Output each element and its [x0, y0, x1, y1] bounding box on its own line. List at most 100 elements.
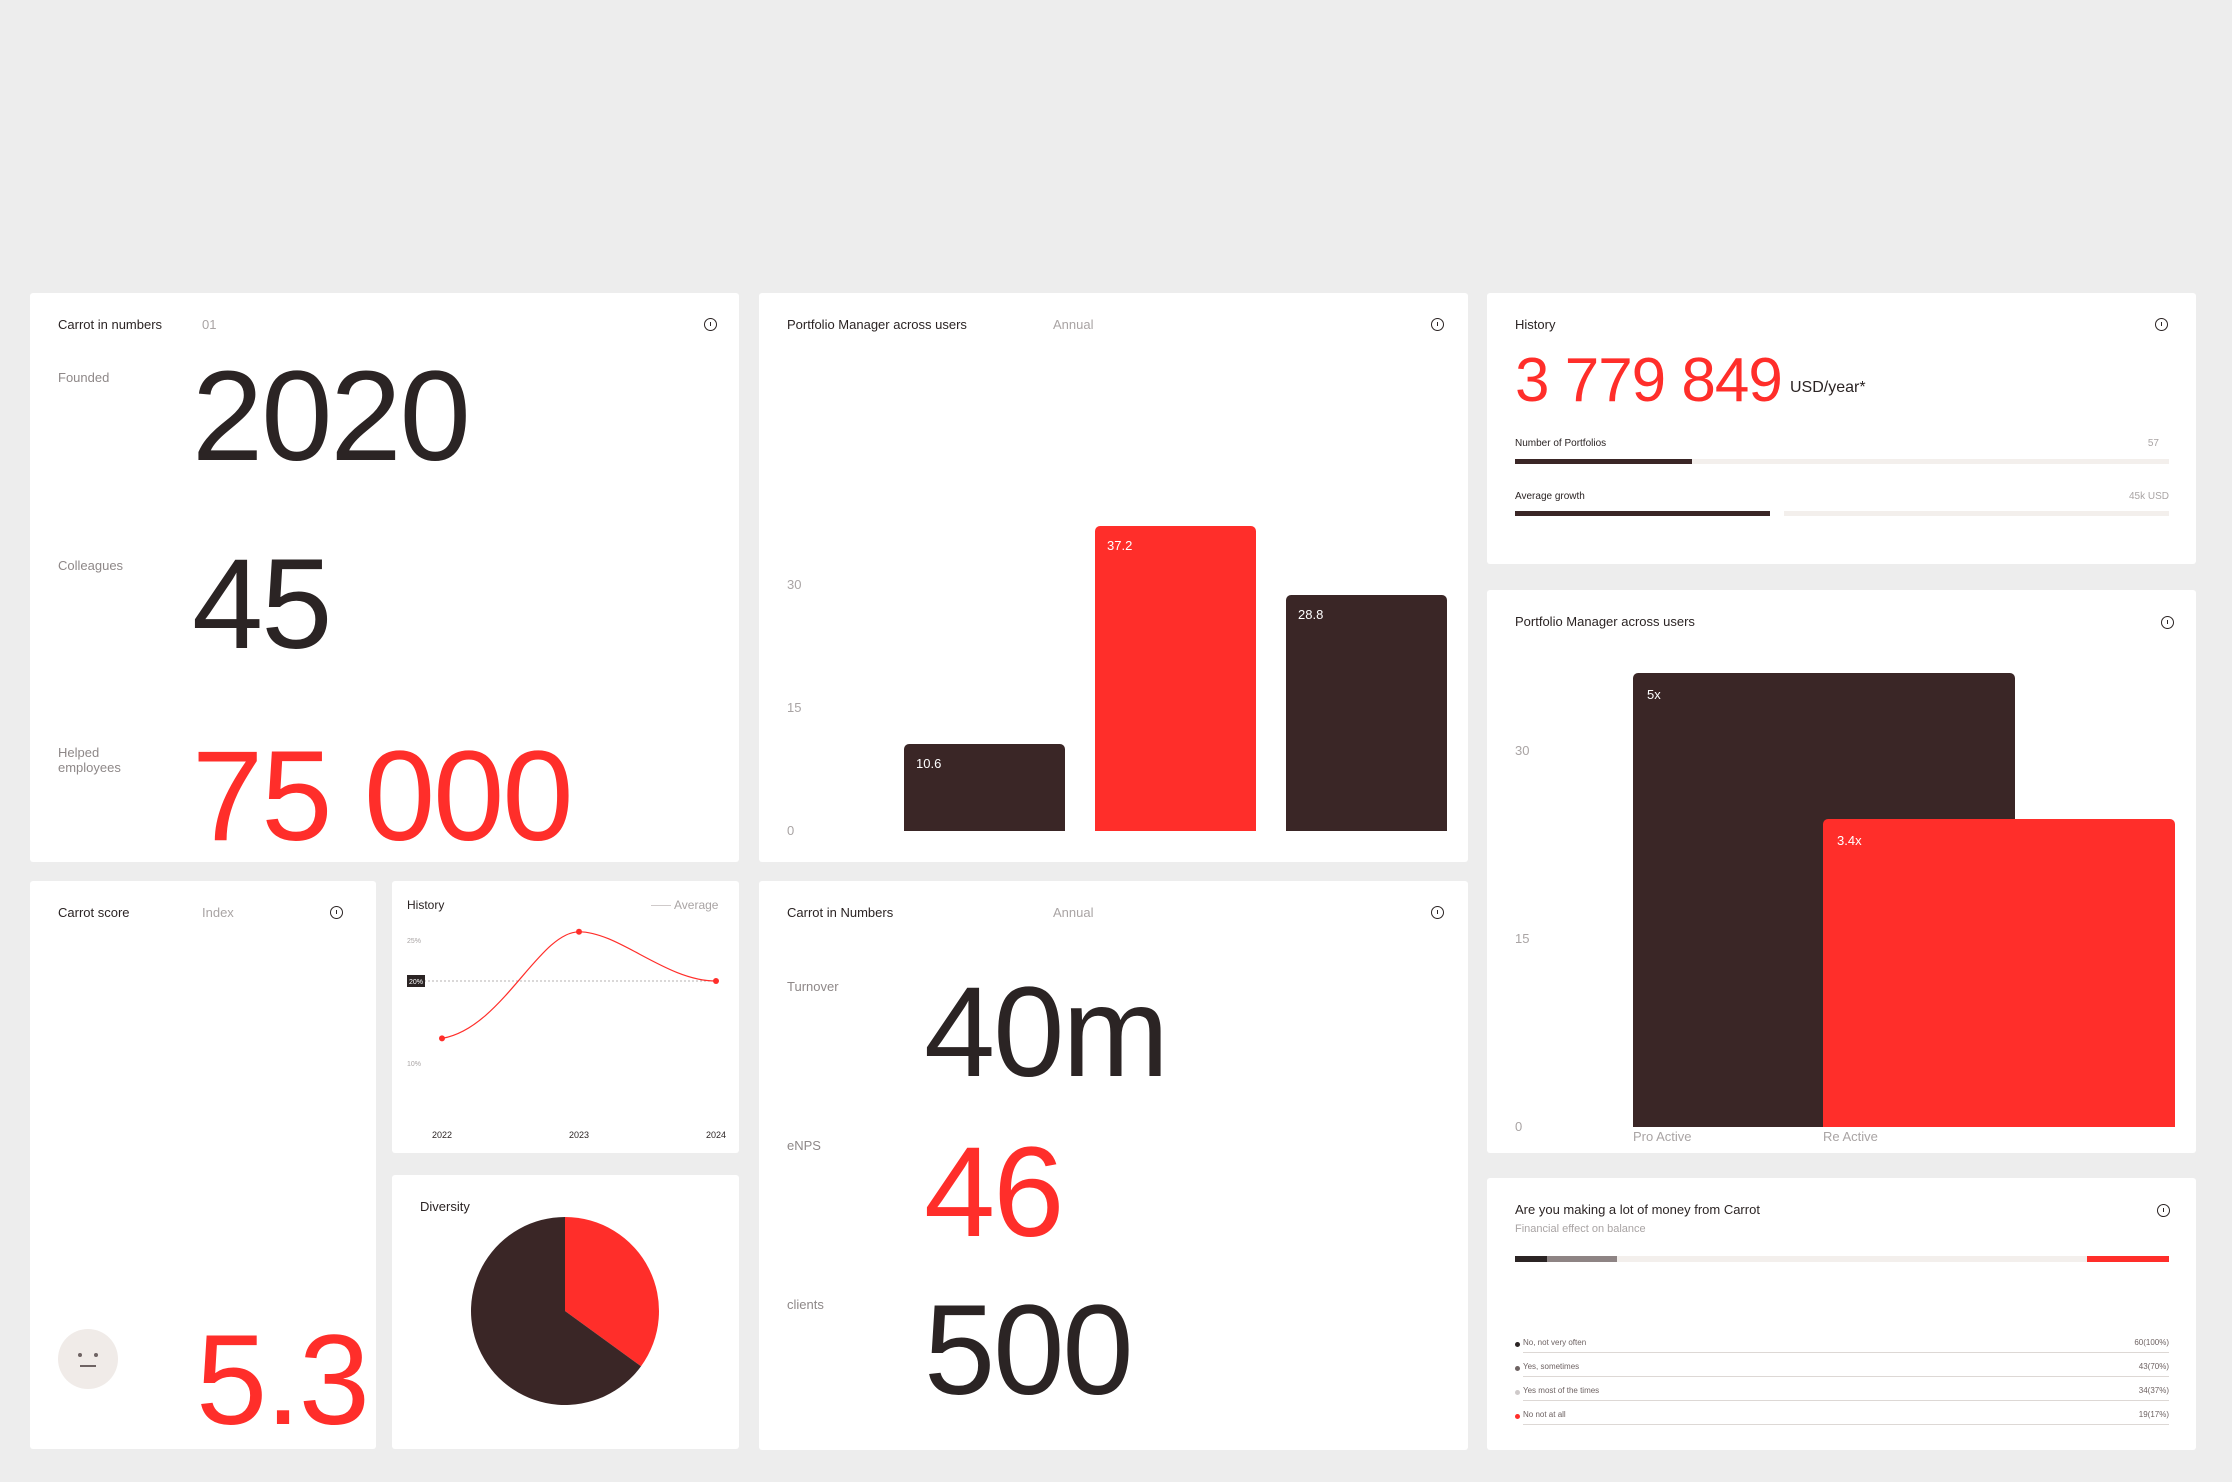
row-divider — [1523, 1376, 2169, 1377]
x-tick-label: Pro Active — [1633, 1129, 1692, 1144]
card-title: Carrot in numbers — [58, 317, 163, 332]
helped-value: 75 000 — [192, 725, 573, 868]
y-tick-label: 10% — [407, 1061, 421, 1068]
survey-row-value: 19(17%) — [2138, 1410, 2169, 1419]
card-title: Diversity — [420, 1199, 470, 1214]
card-subtitle: Financial effect on balance — [1515, 1223, 1646, 1235]
portfolio-manager-active-card: Portfolio Manager across users 30 15 0 5x P… — [1487, 590, 2196, 1153]
survey-row-value: 34(37%) — [2138, 1386, 2169, 1395]
legend-dot — [1515, 1414, 1520, 1419]
clients-label: clients — [787, 1297, 824, 1312]
history-line-chart: 25% 10% 20% 2022 2023 2024 — [407, 928, 726, 1140]
legend-line — [651, 905, 671, 906]
y-tick-label: 25% — [407, 938, 421, 945]
diversity-card: Diversity — [392, 1175, 739, 1449]
y-tick-label: 15 — [1515, 931, 1530, 946]
card-title: Portfolio Manager across users — [787, 317, 967, 332]
turnover-label: Turnover — [787, 979, 839, 994]
card-title: Carrot score — [58, 905, 130, 920]
survey-row-label: Yes most of the times — [1523, 1386, 1600, 1395]
carrot-numbers-card: Carrot in numbers 01 Founded 2020 Collea… — [30, 293, 739, 862]
colleagues-value: 45 — [192, 533, 332, 676]
card-index: 01 — [202, 317, 217, 332]
average-label: 20% — [409, 979, 423, 986]
portfolios-label: Number of Portfolios — [1515, 438, 1607, 449]
y-tick-label: 30 — [787, 577, 802, 593]
card-title: History — [407, 898, 445, 912]
history-summary-card: History 3 779 849 USD/year* Number of Po… — [1487, 293, 2196, 564]
bar-value-label: 10.6 — [916, 756, 942, 772]
x-tick-label: 2022 — [432, 1130, 452, 1140]
survey-row-value: 43(70%) — [2138, 1362, 2169, 1371]
survey-row: Yes most of the times 34(37%) — [1515, 1386, 2169, 1406]
score-value: 5.3 — [196, 1309, 370, 1452]
carrot-numbers-annual-card: Carrot in Numbers Annual Turnover 40m eN… — [759, 881, 1468, 1450]
data-point — [713, 978, 719, 984]
helped-label: Helped employees — [58, 745, 121, 775]
neutral-face-icon — [58, 1329, 118, 1389]
average-tag — [407, 975, 425, 987]
index-label: Index — [202, 905, 234, 920]
diversity-pie-chart — [471, 1217, 659, 1405]
bar-value-label: 28.8 — [1298, 606, 1324, 622]
series-line — [441, 931, 717, 1039]
row-divider — [1523, 1424, 2169, 1425]
history-line-card: History Average 25% 10% 20% 2022 2023 2024 — [392, 881, 739, 1153]
growth-value: 45k USD — [2128, 491, 2169, 502]
survey-row: Yes, sometimes 43(70%) — [1515, 1362, 2169, 1382]
history-amount: 3 779 849 — [1515, 346, 1783, 415]
portfolios-track — [1515, 459, 2169, 464]
y-tick-label: 0 — [1515, 1119, 1523, 1134]
growth-progress — [1515, 511, 1771, 516]
x-tick-label: 2024 — [706, 1130, 726, 1140]
founded-value: 2020 — [192, 345, 471, 488]
card-title: Portfolio Manager across users — [1515, 614, 1695, 629]
period-label: Annual — [1053, 905, 1094, 920]
y-tick-label: 30 — [1515, 743, 1530, 758]
growth-track — [1784, 511, 2169, 516]
data-point — [439, 1035, 445, 1042]
survey-row-label: Yes, sometimes — [1523, 1362, 1580, 1371]
bar-value-label: 3.4x — [1837, 832, 1862, 848]
info-icon[interactable] — [330, 906, 343, 919]
info-icon[interactable] — [2161, 616, 2174, 629]
money-survey-card: Are you making a lot of money from Carro… — [1487, 1178, 2196, 1450]
x-tick-label: Re Active — [1823, 1129, 1878, 1144]
portfolios-progress — [1515, 459, 1692, 464]
pie-slice — [471, 1217, 642, 1405]
info-icon[interactable] — [1431, 906, 1444, 919]
info-icon[interactable] — [2157, 1204, 2170, 1217]
survey-row-label: No, not very often — [1523, 1338, 1587, 1347]
y-tick-label: 15 — [787, 700, 802, 716]
colleagues-label: Colleagues — [58, 558, 124, 573]
enps-value: 46 — [924, 1121, 1064, 1264]
survey-row-label: No not at all — [1523, 1410, 1566, 1419]
bar — [1095, 526, 1256, 831]
row-divider — [1523, 1352, 2169, 1353]
survey-row: No, not very often 60(100%) — [1515, 1338, 2169, 1358]
survey-row-value: 60(100%) — [2134, 1338, 2169, 1347]
pie-slice — [565, 1217, 659, 1367]
legend-dot — [1515, 1342, 1520, 1347]
carrot-score-card: Carrot score Index 5.3 — [30, 881, 376, 1449]
growth-label: Average growth — [1515, 491, 1585, 502]
info-icon[interactable] — [2155, 318, 2168, 331]
legend-dot — [1515, 1390, 1520, 1395]
enps-label: eNPS — [787, 1138, 821, 1153]
info-icon[interactable] — [704, 318, 717, 331]
x-tick-label: 2023 — [569, 1130, 589, 1140]
portfolio-manager-annual-card: Portfolio Manager across users Annual 30… — [759, 293, 1468, 862]
period-label: Annual — [1053, 317, 1094, 332]
row-divider — [1523, 1400, 2169, 1401]
card-title: History — [1515, 317, 1556, 332]
bar — [1823, 818, 2175, 1127]
bar — [1286, 594, 1447, 831]
survey-row: No not at all 19(17%) — [1515, 1410, 2169, 1430]
bar-value-label: 5x — [1647, 687, 1661, 703]
data-point — [576, 928, 582, 935]
turnover-value: 40m — [924, 961, 1169, 1104]
legend-average: Average — [674, 898, 719, 912]
info-icon[interactable] — [1431, 318, 1444, 331]
bar-value-label: 37.2 — [1107, 538, 1133, 553]
clients-value: 500 — [924, 1279, 1134, 1422]
